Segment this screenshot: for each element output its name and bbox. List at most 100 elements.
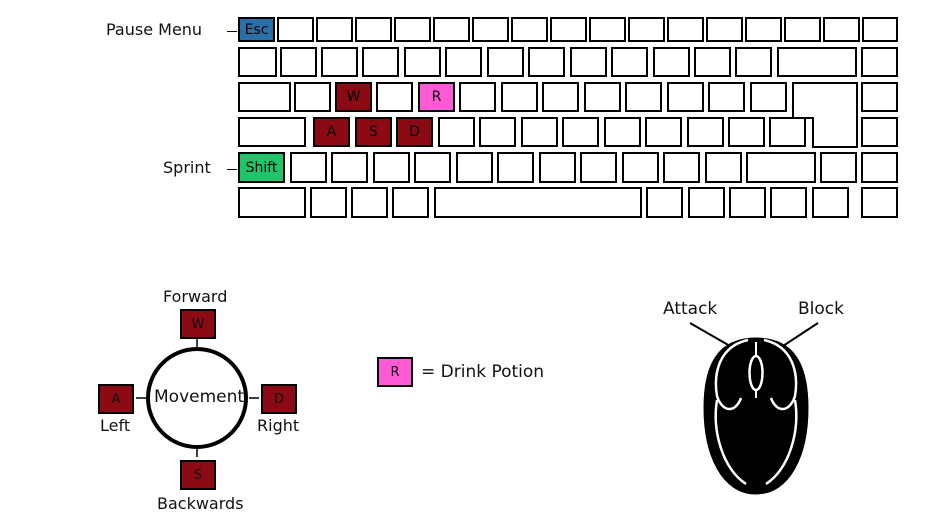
keyboard-key xyxy=(735,47,772,77)
keyboard-key xyxy=(746,152,816,183)
keyboard-key xyxy=(434,187,642,218)
keyboard-key xyxy=(550,17,587,42)
mouse-side-left xyxy=(714,399,747,486)
keyboard-key xyxy=(294,82,331,112)
keyboard-key xyxy=(728,117,765,147)
keyboard-key xyxy=(750,82,787,112)
keyboard-key xyxy=(667,82,704,112)
keyboard-key xyxy=(355,17,392,42)
keyboard-key xyxy=(646,187,683,218)
keyboard-key xyxy=(238,82,291,112)
keyboard-key xyxy=(562,117,599,147)
key-shift: Shift xyxy=(238,152,285,183)
keyboard-key xyxy=(459,82,496,112)
keyboard-key xyxy=(290,152,327,183)
keyboard-key xyxy=(628,17,665,42)
key-w: W xyxy=(335,82,372,112)
keyboard-key xyxy=(784,17,821,42)
keyboard-key xyxy=(688,187,725,218)
keyboard-key xyxy=(487,47,524,77)
keyboard-key xyxy=(351,187,388,218)
right-key: D xyxy=(261,384,297,414)
mouse-icon xyxy=(703,337,809,495)
keyboard-key xyxy=(653,47,690,77)
keyboard-key xyxy=(861,152,898,183)
keyboard-key xyxy=(438,117,475,147)
keyboard-key xyxy=(611,47,648,77)
left-button-outline xyxy=(714,338,749,411)
sprint-label: Sprint xyxy=(163,158,211,177)
keyboard-key xyxy=(280,47,317,77)
key-esc: Esc xyxy=(238,17,275,42)
keyboard-key xyxy=(823,17,860,42)
backwards-label: Backwards xyxy=(157,494,244,513)
keyboard-key xyxy=(861,117,898,147)
key-a: A xyxy=(313,117,350,147)
keyboard-key xyxy=(625,82,662,112)
keyboard-key xyxy=(238,47,277,77)
backwards-key: S xyxy=(180,460,216,490)
keyboard-key xyxy=(667,17,704,42)
keyboard-key xyxy=(687,117,724,147)
keyboard-key xyxy=(472,17,509,42)
keyboard-key xyxy=(456,152,493,183)
keyboard-key xyxy=(745,17,782,42)
keyboard-key xyxy=(331,152,368,183)
keyboard-key xyxy=(521,117,558,147)
keyboard-key xyxy=(394,17,431,42)
keyboard-key xyxy=(706,17,743,42)
key-d: D xyxy=(396,117,433,147)
keyboard-key xyxy=(604,117,641,147)
keyboard-key xyxy=(528,47,565,77)
key-s: S xyxy=(355,117,392,147)
keyboard-key xyxy=(861,47,898,77)
keyboard-key xyxy=(570,47,607,77)
keyboard-key xyxy=(392,187,429,218)
block-label: Block xyxy=(798,299,844,319)
keyboard-key xyxy=(705,152,742,183)
keyboard-key xyxy=(769,117,806,147)
keyboard-key xyxy=(777,47,857,77)
movement-ring xyxy=(146,347,248,449)
attack-leader xyxy=(689,322,731,347)
legend-text: = Drink Potion xyxy=(421,362,545,382)
mouse-side-right xyxy=(765,399,798,486)
keyboard-key xyxy=(663,152,700,183)
legend-key: R xyxy=(377,357,413,387)
keyboard-key xyxy=(862,17,898,42)
keyboard-key xyxy=(622,152,659,183)
keyboard-key xyxy=(404,47,441,77)
keyboard-key xyxy=(362,47,399,77)
left-key: A xyxy=(98,384,134,414)
keyboard-key xyxy=(542,82,579,112)
attack-label: Attack xyxy=(663,299,718,319)
forward-key: W xyxy=(180,309,216,339)
keyboard-key xyxy=(277,17,314,42)
keyboard-key xyxy=(479,117,516,147)
keyboard-key xyxy=(321,47,358,77)
keyboard-key xyxy=(445,47,482,77)
keyboard-key xyxy=(539,152,576,183)
keyboard-key xyxy=(316,17,353,42)
keyboard-key xyxy=(589,17,626,42)
right-label: Right xyxy=(257,416,300,435)
keyboard-key xyxy=(708,82,745,112)
keyboard-key xyxy=(584,82,621,112)
enter-key xyxy=(792,82,858,148)
keyboard-key xyxy=(373,152,410,183)
keyboard-key xyxy=(414,152,451,183)
left-label: Left xyxy=(100,416,131,435)
movement-center-label: Movement xyxy=(154,387,245,407)
key-r: R xyxy=(418,82,455,112)
keyboard-key xyxy=(497,152,534,183)
keyboard-key xyxy=(511,17,548,42)
block-leader xyxy=(782,322,819,347)
keyboard-key xyxy=(310,187,347,218)
pause-menu-label: Pause Menu xyxy=(106,20,203,39)
keyboard-key xyxy=(433,17,470,42)
keyboard-key xyxy=(861,82,898,112)
keyboard-key xyxy=(501,82,538,112)
keyboard-key xyxy=(580,152,617,183)
keyboard-key xyxy=(729,187,766,218)
keyboard-key xyxy=(238,187,306,218)
